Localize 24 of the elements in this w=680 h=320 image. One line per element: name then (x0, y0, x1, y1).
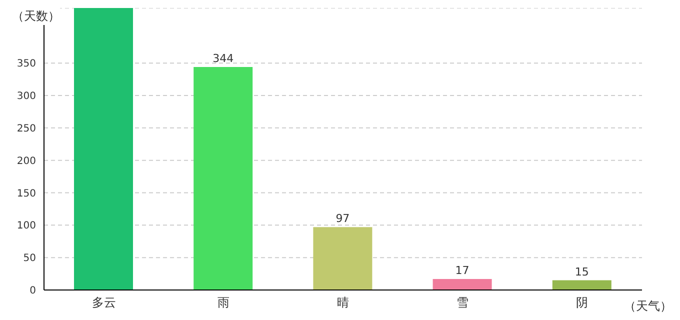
x-tick-label: 雨 (217, 296, 230, 310)
y-tick-label: 350 (16, 58, 36, 70)
x-tick-label: 阴 (576, 296, 588, 310)
y-tick-label: 100 (16, 220, 36, 232)
x-tick-label: 多云 (92, 296, 116, 310)
y-tick-label: 0 (30, 286, 36, 297)
bar (313, 227, 372, 290)
y-tick-label: 150 (16, 188, 36, 200)
bar (74, 8, 133, 290)
bar (194, 66, 253, 290)
x-tick-label: 雪 (456, 296, 469, 310)
y-tick-label: 200 (16, 156, 36, 167)
y-tick-label: 50 (23, 253, 36, 264)
bar (432, 278, 492, 290)
data-label: 344 (212, 52, 234, 65)
y-tick-label: 250 (16, 123, 36, 134)
data-label: 17 (455, 264, 470, 277)
data-label: 97 (336, 212, 350, 226)
bar (552, 280, 612, 290)
y-axis-title: （天数） (12, 8, 60, 25)
x-axis-title: （天气） (624, 298, 672, 315)
y-tick-label: 300 (16, 91, 36, 102)
x-tick-label: 晴 (337, 296, 349, 310)
data-label: 15 (574, 265, 589, 278)
